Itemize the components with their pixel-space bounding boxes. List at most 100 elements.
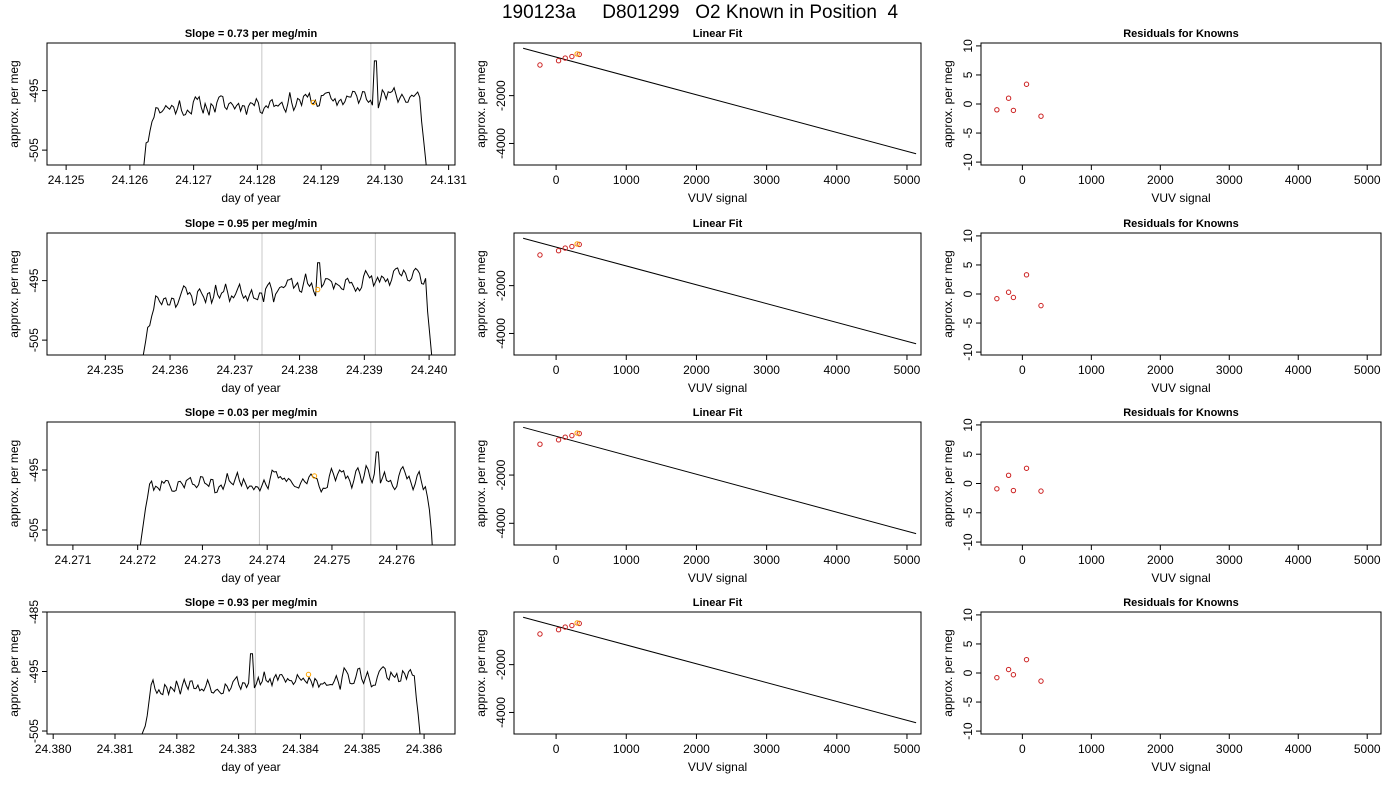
y-tick-label: -495 <box>27 458 41 482</box>
y-axis-label: approx. per meg <box>474 629 488 716</box>
fit-point <box>562 624 568 630</box>
residual-point <box>1023 465 1030 471</box>
x-tick-label: 0 <box>553 173 560 187</box>
y-axis-label: approx. per meg <box>7 440 21 527</box>
y-tick-label: 0 <box>961 290 975 297</box>
y-tick-label: -485 <box>27 600 41 624</box>
y-tick-label: -505 <box>27 328 41 352</box>
residual-point <box>1010 487 1017 494</box>
plot-frame <box>46 42 456 166</box>
panel-3-3: Residuals for Knowns 0 1000 2000 3000 4000 500… <box>941 407 1382 585</box>
panel-2-3: Residuals for Knowns 0 1000 2000 3000 4000 500… <box>941 218 1382 395</box>
panel-title: Slope = 0.93 per meg/min <box>185 597 318 609</box>
y-tick-label: -10 <box>961 722 975 740</box>
x-tick-label: 24.129 <box>303 173 340 187</box>
x-tick-label: 24.236 <box>152 363 189 377</box>
fit-point <box>537 252 543 258</box>
panel-title: Linear Fit <box>693 407 743 419</box>
plot-frame <box>46 611 456 735</box>
panel-2-1: Slope = 0.95 per meg/min 24.235 24.236 24.2… <box>7 218 456 395</box>
residual-point <box>1038 113 1044 119</box>
residual-point <box>1010 672 1017 678</box>
fit-point <box>537 631 543 637</box>
residual-point <box>1010 107 1017 114</box>
x-tick-label: 2000 <box>683 553 710 567</box>
plot-area <box>139 422 433 545</box>
residual-point <box>994 674 1000 681</box>
fit-point <box>555 58 562 64</box>
y-tick-label: 0 <box>961 100 975 107</box>
y-axis-label: approx. per meg <box>474 60 488 147</box>
x-tick-label: 24.125 <box>48 173 85 187</box>
fit-point <box>555 437 562 443</box>
x-tick-label: 1000 <box>1078 173 1105 187</box>
y-tick-label: -505 <box>27 138 41 162</box>
x-tick-label: 5000 <box>1354 742 1381 756</box>
x-tick-label: 2000 <box>683 363 710 377</box>
fit-point <box>537 62 543 68</box>
known-marker <box>311 473 318 479</box>
data-trace <box>143 60 427 165</box>
x-tick-label: 0 <box>1019 173 1026 187</box>
panel-title: Slope = 0.73 per meg/min <box>185 28 318 40</box>
x-tick-label: 24.131 <box>430 173 467 187</box>
panel-title: Residuals for Knowns <box>1123 28 1239 40</box>
x-tick-label: 3000 <box>753 363 780 377</box>
x-tick-label: 24.385 <box>344 742 381 756</box>
y-tick-label: 10 <box>961 418 975 432</box>
y-tick-label: 5 <box>961 261 975 268</box>
y-tick-label: 10 <box>961 229 975 243</box>
x-tick-label: 24.384 <box>282 742 319 756</box>
x-axis-label: day of year <box>221 760 280 774</box>
x-tick-label: 24.239 <box>346 363 383 377</box>
x-tick-label: 2000 <box>683 742 710 756</box>
residual-point <box>1005 95 1012 101</box>
y-tick-label: -495 <box>27 78 41 102</box>
x-tick-label: 24.383 <box>220 742 257 756</box>
plot-frame <box>980 611 1382 735</box>
known-point <box>574 430 580 436</box>
residual-point <box>1010 294 1017 301</box>
y-tick-label: -505 <box>27 719 41 743</box>
y-tick-label: -2000 <box>494 270 508 301</box>
panel-title: Linear Fit <box>693 218 743 230</box>
x-axis-label: VUV signal <box>688 760 747 774</box>
plot-area <box>522 616 917 724</box>
x-tick-label: 5000 <box>894 742 921 756</box>
x-tick-label: 24.381 <box>97 742 134 756</box>
x-tick-label: 0 <box>553 553 560 567</box>
x-tick-label: 1000 <box>613 742 640 756</box>
residual-point <box>1023 81 1030 87</box>
fit-point <box>562 434 568 440</box>
residual-point <box>994 295 1000 302</box>
x-tick-label: 24.127 <box>175 173 212 187</box>
fit-point <box>562 245 568 251</box>
x-tick-label: 1000 <box>613 553 640 567</box>
plot-frame <box>513 232 922 356</box>
plot-frame <box>513 611 922 735</box>
x-tick-label: 5000 <box>1354 363 1381 377</box>
x-tick-label: 5000 <box>894 173 921 187</box>
residual-point <box>1005 289 1012 295</box>
x-tick-label: 2000 <box>1147 742 1174 756</box>
y-tick-label: -10 <box>961 153 975 171</box>
y-axis-label: approx. per meg <box>941 440 955 527</box>
plot-frame <box>46 232 456 356</box>
plot-frame <box>980 42 1382 166</box>
x-tick-label: 0 <box>553 742 560 756</box>
panel-3-2: Linear Fit 0 1000 2000 3000 4000 5000 -4000 -200… <box>474 407 922 585</box>
x-tick-label: 0 <box>1019 742 1026 756</box>
y-tick-label: 5 <box>961 71 975 78</box>
x-axis-label: VUV signal <box>688 191 747 205</box>
x-tick-label: 24.237 <box>216 363 253 377</box>
y-axis-label: approx. per meg <box>7 60 21 147</box>
x-axis-label: day of year <box>221 571 280 585</box>
x-tick-label: 24.130 <box>367 173 404 187</box>
residual-point <box>1038 302 1044 309</box>
panel-1-1: Slope = 0.73 per meg/min 24.125 24.126 24.1… <box>7 28 467 205</box>
known-point <box>574 620 580 626</box>
y-axis-label: approx. per meg <box>474 250 488 337</box>
panel-title: Linear Fit <box>693 597 743 609</box>
y-tick-label: 5 <box>961 640 975 647</box>
x-tick-label: 0 <box>553 363 560 377</box>
